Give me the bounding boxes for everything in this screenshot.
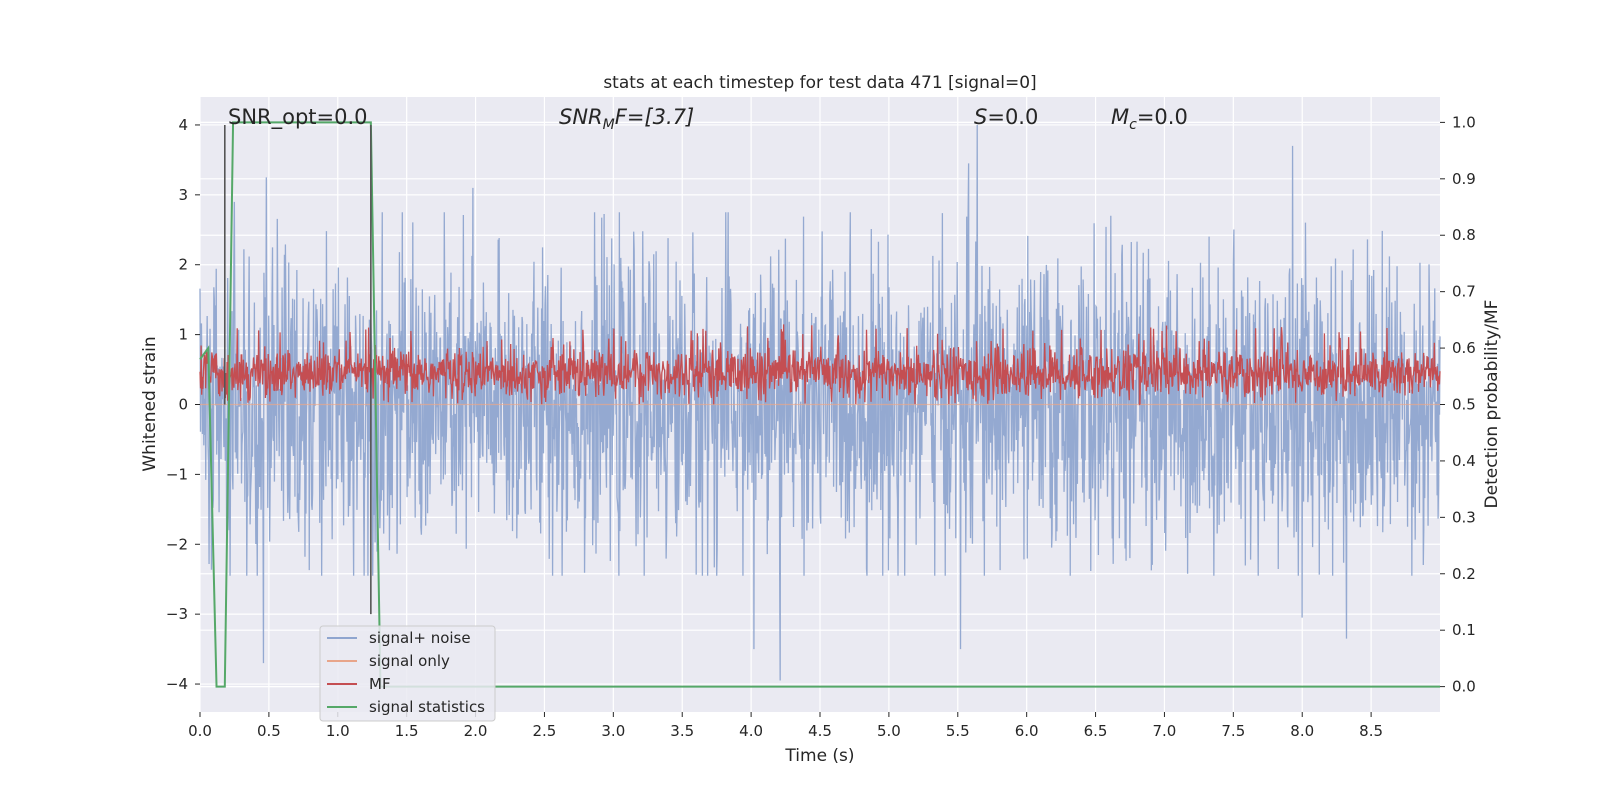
x-tick-label: 2.5 bbox=[533, 722, 557, 740]
x-tick-label: 5.5 bbox=[946, 722, 970, 740]
annotation-snr-mf: SNRMF=[3.7] bbox=[559, 105, 694, 133]
annotation-mc: Mc=0.0 bbox=[1111, 105, 1188, 133]
y-axis-label-left: Whitened strain bbox=[140, 336, 160, 471]
x-tick-label: 3.0 bbox=[601, 722, 625, 740]
series-signal-statistics bbox=[199, 121, 1440, 688]
y-axis-label-right: Detection probability/MF bbox=[1482, 300, 1502, 509]
y-tick-label-left: −3 bbox=[166, 605, 188, 623]
x-tick-label: 5.0 bbox=[877, 722, 901, 740]
x-tick-label: 6.0 bbox=[1015, 722, 1039, 740]
y-tick-label-left: 3 bbox=[178, 186, 188, 204]
noise-line bbox=[199, 124, 1441, 681]
x-tick-label: 0.5 bbox=[257, 722, 281, 740]
y-tick-label-left: 4 bbox=[178, 116, 188, 134]
marker-lines bbox=[224, 124, 372, 615]
y-tick-label-left: −1 bbox=[166, 465, 188, 483]
legend-label-mf: MF bbox=[369, 675, 391, 693]
x-tick-label: 8.0 bbox=[1290, 722, 1314, 740]
legend-label-signal: signal only bbox=[369, 652, 450, 670]
y-tick-label-right: 0.3 bbox=[1452, 508, 1476, 526]
y-tick-label-right: 0.2 bbox=[1452, 565, 1476, 583]
mf-line bbox=[199, 324, 1441, 406]
y-tick-label-right: 0.9 bbox=[1452, 170, 1476, 188]
x-tick-label: 1.0 bbox=[326, 722, 350, 740]
x-tick-label: 1.5 bbox=[395, 722, 419, 740]
y-tick-label-left: −2 bbox=[166, 535, 188, 553]
x-tick-label: 8.5 bbox=[1359, 722, 1383, 740]
signal-statistics-line bbox=[199, 121, 1440, 688]
y-tick-label-right: 0.7 bbox=[1452, 283, 1476, 301]
x-tick-label: 4.0 bbox=[739, 722, 763, 740]
y-tick-label-right: 0.5 bbox=[1452, 396, 1476, 414]
y-tick-label-right: 0.1 bbox=[1452, 621, 1476, 639]
y-tick-label-right: 0.4 bbox=[1452, 452, 1476, 470]
series-mf bbox=[199, 324, 1441, 406]
x-tick-label: 6.5 bbox=[1084, 722, 1108, 740]
axis-ticks: 0.0 0.5 1.0 1.5 2.0 2.5 3.0 3.5 4.0 4.5 5.0 5.5 6.0 6… bbox=[166, 113, 1476, 740]
x-tick-label: 0.0 bbox=[188, 722, 212, 740]
x-tick-label: 3.5 bbox=[670, 722, 694, 740]
chart-title: stats at each timestep for test data 471… bbox=[603, 73, 1036, 93]
x-tick-label: 7.5 bbox=[1221, 722, 1245, 740]
legend-box bbox=[319, 625, 496, 722]
y-tick-label-right: 1.0 bbox=[1452, 113, 1476, 131]
y-tick-label-right: 0.6 bbox=[1452, 339, 1476, 357]
legend-label-stats: signal statistics bbox=[369, 698, 485, 716]
series-signal-noise bbox=[199, 124, 1441, 681]
y-tick-label-left: 2 bbox=[178, 256, 188, 274]
y-tick-label-right: 0.8 bbox=[1452, 226, 1476, 244]
x-tick-label: 2.0 bbox=[464, 722, 488, 740]
y-tick-label-left: −4 bbox=[166, 675, 188, 693]
x-tick-label: 7.0 bbox=[1153, 722, 1177, 740]
y-tick-label-right: 0.0 bbox=[1452, 678, 1476, 696]
annotation-snr-opt: SNR_opt=0.0 bbox=[228, 105, 368, 130]
y-tick-label-left: 0 bbox=[178, 396, 188, 414]
x-tick-label: 4.5 bbox=[808, 722, 832, 740]
legend: signal+ noise signal only MF signal stat… bbox=[319, 625, 496, 722]
y-tick-label-left: 1 bbox=[178, 326, 188, 344]
legend-label-noise: signal+ noise bbox=[369, 629, 471, 647]
annotation-s: S=0.0 bbox=[974, 105, 1038, 129]
x-axis-label: Time (s) bbox=[784, 746, 854, 766]
